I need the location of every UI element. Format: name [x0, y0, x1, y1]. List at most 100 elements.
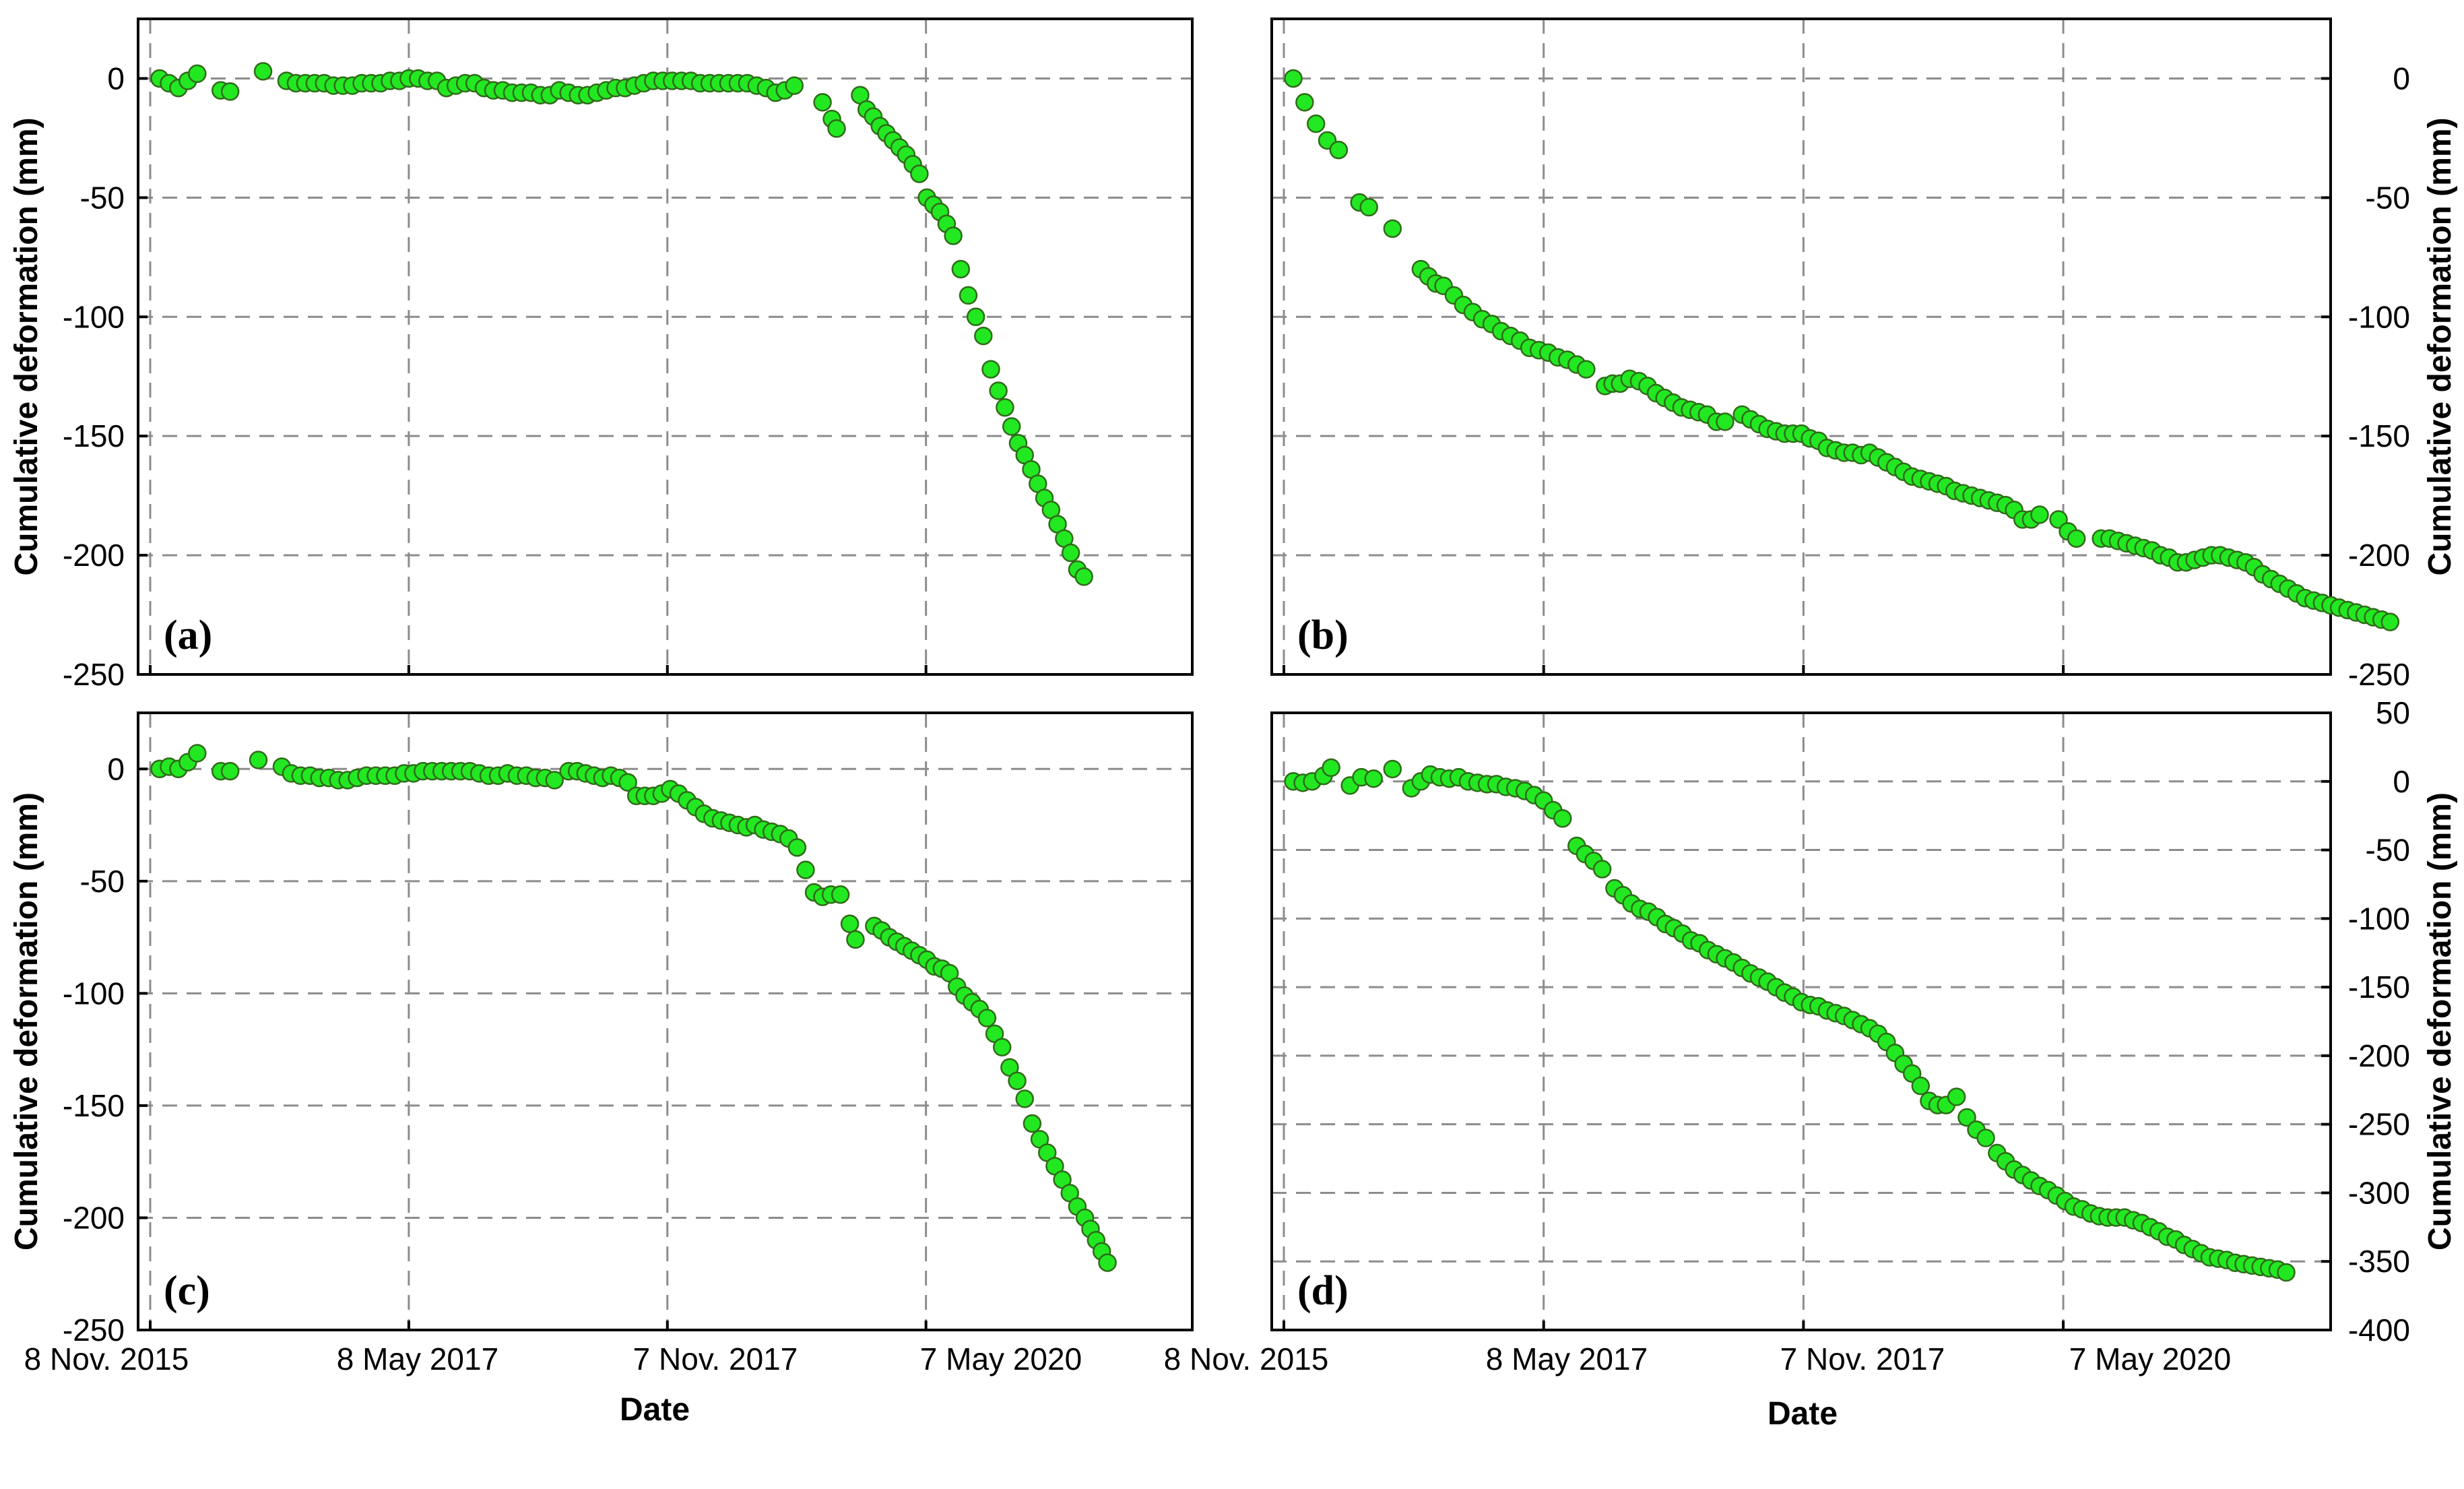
panel-label: (c): [164, 1268, 210, 1314]
y-tick-label: -200: [2348, 538, 2410, 573]
data-point: [2380, 612, 2400, 631]
x-tick-label: 8 May 2017: [1486, 1341, 1648, 1376]
y-axis-title: Cumulative deformation (mm): [9, 117, 44, 575]
y-tick-label: -250: [63, 657, 125, 692]
x-tick-label: 8 Nov. 2015: [1164, 1341, 1329, 1376]
data-point: [944, 226, 963, 245]
data-point: [220, 761, 240, 781]
y-tick-label: -50: [2366, 180, 2410, 215]
y-tick-label: -400: [2348, 1312, 2410, 1348]
data-point: [974, 326, 993, 346]
data-point: [1002, 417, 1021, 436]
data-point: [846, 930, 865, 949]
y-tick-label: -100: [63, 299, 125, 334]
data-point: [545, 771, 564, 790]
data-point: [796, 860, 815, 879]
x-tick-label: 7 Nov. 2017: [633, 1341, 798, 1376]
data-point: [831, 885, 850, 904]
y-tick-label: 0: [107, 751, 125, 786]
data-point: [2277, 1263, 2296, 1282]
data-point: [1306, 114, 1326, 133]
data-point: [981, 360, 1000, 379]
data-point: [1976, 1129, 1995, 1147]
data-point: [813, 93, 832, 112]
data-point: [1322, 758, 1340, 778]
x-tick-label: 7 Nov. 2017: [1780, 1341, 1945, 1376]
y-tick-label: -250: [2348, 657, 2410, 692]
data-point: [785, 76, 804, 95]
data-point: [249, 751, 268, 769]
y-tick-label: -350: [2348, 1244, 2410, 1279]
data-point: [1577, 360, 1596, 379]
y-axis-title: Cumulative deformation (mm): [9, 792, 44, 1250]
data-point: [1383, 219, 1402, 239]
y-tick-label: -200: [63, 1200, 125, 1235]
plot-frame: [137, 18, 1194, 676]
panel-d: 50 0 -50 -100 -150 -200 -250 -300 -350 -400 Cumula…: [1270, 695, 2458, 1348]
data-point: [1359, 197, 1378, 217]
data-point: [220, 82, 240, 101]
data-point: [188, 64, 207, 84]
y-tick-label: -50: [2366, 833, 2410, 868]
x-tick-label: 7 May 2020: [2069, 1341, 2231, 1376]
data-point: [1008, 1071, 1027, 1091]
data-point: [2049, 510, 2068, 529]
data-point: [2067, 529, 2086, 548]
y-tick-label: -100: [2348, 299, 2410, 334]
data-point: [253, 62, 273, 81]
data-point: [188, 744, 207, 763]
data-point: [1957, 1108, 1976, 1127]
data-point: [1364, 769, 1383, 788]
data-point: [992, 1038, 1012, 1057]
y-tick-label: -50: [80, 864, 125, 899]
y-axis-title: Cumulative deformation (mm): [2422, 117, 2458, 575]
panel-label: (d): [1297, 1268, 1349, 1314]
data-point: [1015, 1089, 1034, 1108]
y-tick-label: -200: [2348, 1038, 2410, 1073]
y-axis-title: Cumulative deformation (mm): [2422, 792, 2458, 1250]
data-point: [1592, 860, 1612, 879]
data-point: [1947, 1087, 1966, 1106]
panel-b: 0 -50 -100 -150 -200 -250 Cumulative deformati…: [1270, 18, 2458, 692]
y-tick-label: -150: [2348, 970, 2410, 1005]
x-axis-title-left: Date: [620, 1392, 690, 1428]
data-point: [827, 119, 846, 138]
data-point: [959, 286, 978, 305]
y-tick-label: -300: [2348, 1175, 2410, 1210]
data-point: [1284, 69, 1303, 88]
y-tick-label: 0: [2393, 61, 2410, 96]
data-point: [1023, 1114, 1042, 1133]
x-tick-labels: 8 Nov. 2015 8 May 2017 7 Nov. 2017 7 May…: [24, 1341, 2232, 1376]
data-point: [1911, 1076, 1931, 1096]
data-point: [1329, 140, 1349, 160]
data-point: [1553, 809, 1572, 828]
y-tick-label: 50: [2376, 695, 2410, 730]
plot-frame: [137, 711, 1194, 1331]
data-point: [1716, 412, 1734, 431]
data-point: [996, 398, 1014, 417]
plot-frame: [1270, 18, 2332, 676]
y-tick-label: -50: [80, 180, 125, 215]
data-point: [989, 381, 1008, 400]
panel-label: (a): [164, 612, 212, 658]
y-tick-label: -200: [63, 538, 125, 573]
x-tick-label: 8 May 2017: [337, 1341, 498, 1376]
panel-label: (b): [1297, 612, 1349, 658]
y-tick-label: 0: [2393, 764, 2410, 799]
data-point: [966, 307, 985, 327]
y-tick-label: -150: [63, 418, 125, 453]
x-axis-title-right: Date: [1768, 1396, 1838, 1432]
y-tick-label: -150: [63, 1088, 125, 1123]
y-tick-label: -150: [2348, 418, 2410, 453]
y-tick-label: -250: [2348, 1107, 2410, 1142]
x-tick-label: 8 Nov. 2015: [24, 1341, 189, 1376]
data-point: [910, 164, 929, 183]
y-tick-label: -100: [2348, 901, 2410, 936]
data-point: [840, 914, 860, 933]
data-point: [977, 1009, 997, 1027]
data-point: [787, 838, 807, 857]
data-point: [1061, 543, 1080, 563]
data-point: [1098, 1253, 1117, 1272]
y-tick-label: 0: [107, 61, 125, 96]
